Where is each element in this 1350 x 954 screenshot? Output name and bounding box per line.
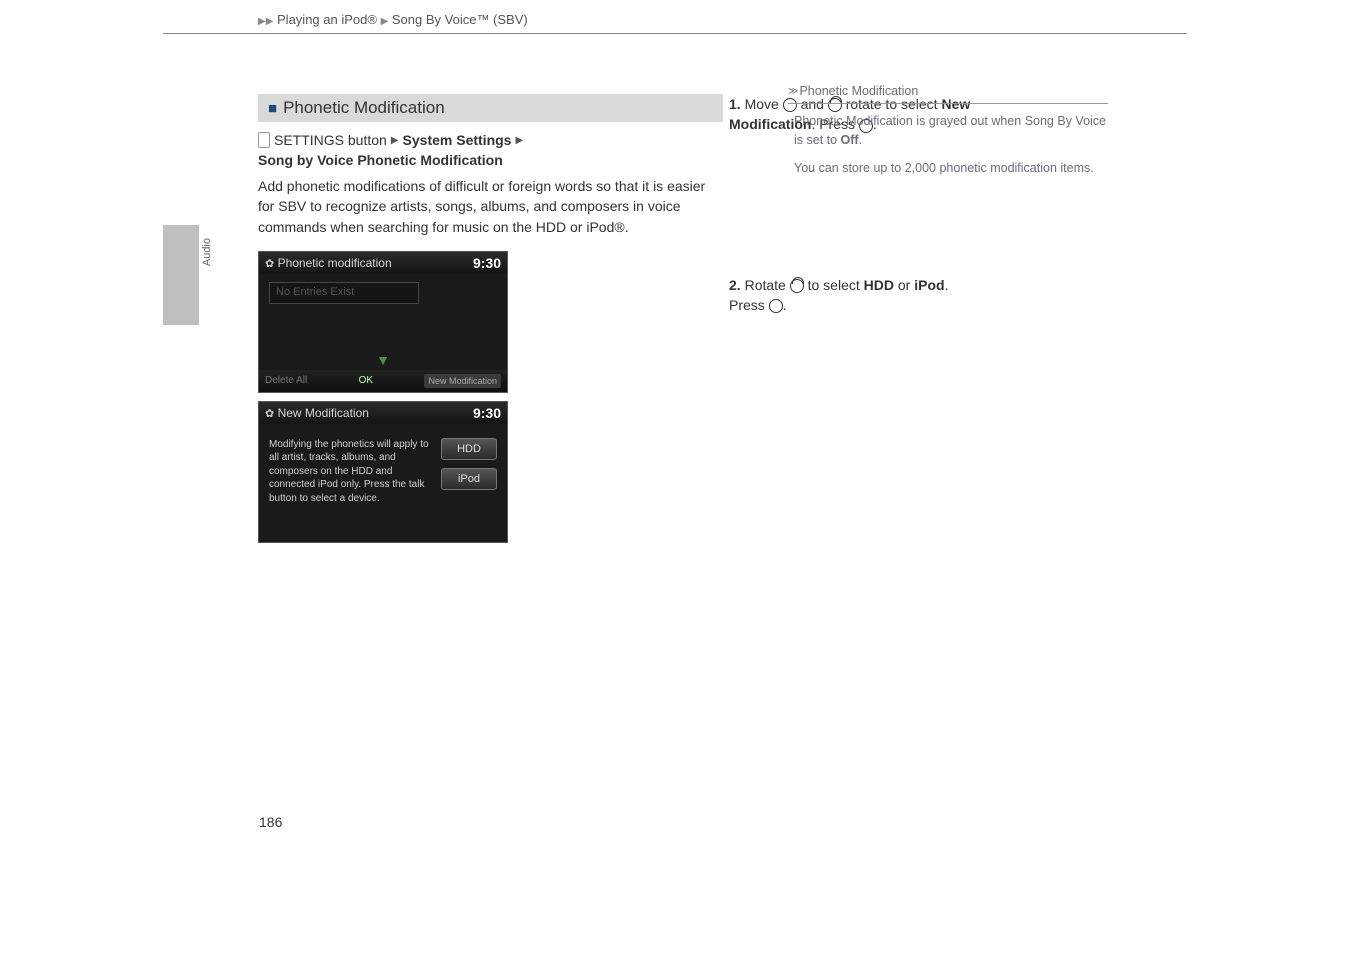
side-tab: [163, 225, 199, 325]
scr2-title: New Modification: [278, 406, 369, 420]
tri-icon: ▶: [515, 135, 523, 146]
scr2-clock: 9:30: [473, 405, 501, 421]
gear-icon: ✿: [265, 408, 274, 420]
scr2-hdd-button: HDD: [441, 438, 497, 460]
scr2-text: Modifying the phonetics will apply to al…: [269, 438, 431, 506]
s2-t5: .: [783, 297, 787, 313]
bc-step1: System Settings: [403, 132, 512, 148]
sidebar-title: Phonetic Modification: [799, 82, 918, 101]
settings-path: SETTINGS button ▶ System Settings ▶ Song…: [258, 132, 723, 168]
press-dial-icon: [769, 299, 783, 313]
bc-step2: Song by Voice Phonetic Modification: [258, 152, 503, 168]
intro-text: Add phonetic modifications of difficult …: [258, 176, 723, 237]
sidebar-p1: Phonetic Modification is grayed out when…: [788, 112, 1108, 150]
bc-btn: SETTINGS button: [274, 132, 387, 148]
tri-icon: ▶: [391, 135, 399, 146]
s1-num: 1.: [729, 96, 741, 112]
sidebar-p2: You can store up to 2,000 phonetic modif…: [788, 159, 1108, 178]
section-title: ■ Phonetic Modification: [258, 94, 723, 122]
settings-button-icon: [258, 132, 270, 148]
header-crumb-2: Song By Voice™ (SBV): [392, 12, 528, 27]
header-breadcrumb: ▶▶ Playing an iPod® ▶ Song By Voice™ (SB…: [163, 0, 1187, 34]
scr1-entry: No Entries Exist: [269, 282, 419, 304]
scr2-ipod-button: iPod: [441, 468, 497, 490]
s2-t3: or: [898, 277, 910, 293]
section-title-text: Phonetic Modification: [283, 98, 445, 118]
tri-icon: ▶: [381, 16, 389, 27]
rotate-dial-icon: [790, 279, 804, 293]
screenshot-phonetic-modification: ✿ Phonetic modification 9:30 No Entries …: [258, 251, 508, 393]
side-label: Audio: [201, 238, 213, 266]
gear-icon: ✿: [265, 258, 274, 270]
header-crumb-1: Playing an iPod®: [277, 12, 377, 27]
s2-hdd: HDD: [864, 277, 894, 293]
scr1-title: Phonetic modification: [278, 256, 392, 270]
s2-t1: Rotate: [745, 277, 786, 293]
arrow-down-icon: ▼: [376, 352, 390, 368]
scr1-ok: OK: [359, 375, 373, 386]
sidebar-p1b: Off: [841, 133, 859, 147]
scr1-newmod: New Modification: [424, 374, 501, 388]
sidebar-header: ≫ Phonetic Modification: [788, 82, 1108, 104]
s1-t1: Move: [745, 96, 779, 112]
sidebar-p1c: .: [859, 133, 862, 147]
scr1-delete: Delete All: [265, 375, 307, 386]
page-number: 186: [259, 814, 282, 830]
step-2: 2. Rotate to select HDD or iPod. Press .: [729, 275, 983, 316]
square-bullet-icon: ■: [268, 100, 277, 117]
s2-t2: to select: [808, 277, 860, 293]
chevrons-icon: ≫: [788, 84, 795, 99]
tri-icon: ▶▶: [258, 16, 273, 27]
screenshot-new-modification: ✿ New Modification 9:30 Modifying the ph…: [258, 401, 508, 543]
scr1-clock: 9:30: [473, 255, 501, 271]
s2-num: 2.: [729, 277, 741, 293]
s2-ipod: iPod: [914, 277, 944, 293]
